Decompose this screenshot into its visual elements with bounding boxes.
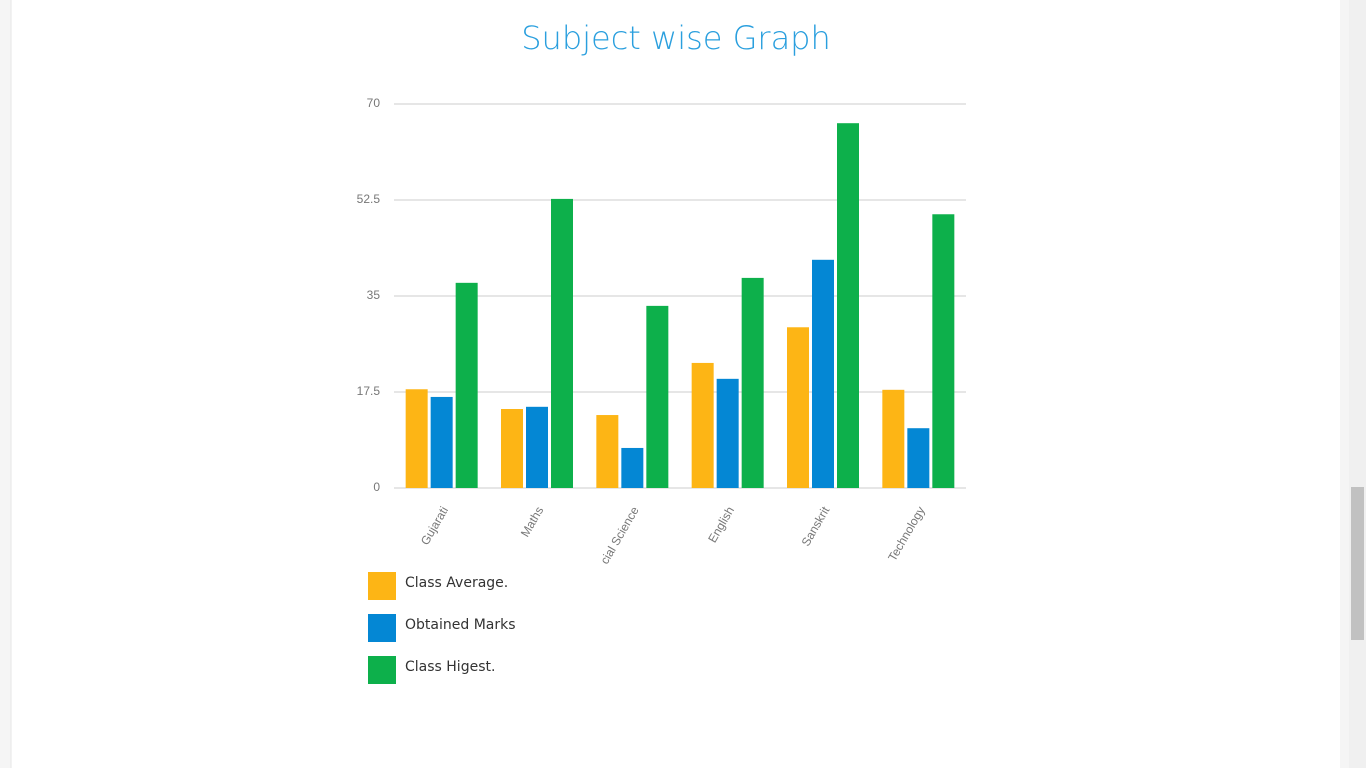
bar	[882, 389, 905, 488]
legend-swatch	[368, 614, 396, 642]
bar	[907, 428, 930, 488]
scrollbar-thumb[interactable]	[1351, 487, 1364, 640]
bar	[551, 198, 573, 488]
bar	[526, 406, 548, 488]
x-tick-label: Maths	[518, 504, 546, 539]
bar	[596, 415, 619, 488]
legend-swatch	[368, 656, 396, 684]
y-tick-label: 70	[367, 96, 381, 110]
left-gutter	[0, 0, 11, 768]
bar	[812, 259, 834, 488]
bar	[405, 389, 428, 488]
legend: Class Average. Obtained Marks Class Higest…	[368, 572, 516, 684]
bar	[716, 378, 739, 488]
x-tick-label: Technology	[885, 504, 927, 564]
right-gutter	[1340, 0, 1349, 768]
y-tick-label: 52.5	[357, 192, 381, 206]
y-tick-label: 35	[367, 288, 381, 302]
x-tick-label: Sanskrit	[799, 504, 833, 549]
bar	[455, 282, 478, 488]
legend-label: Class Higest.	[405, 659, 495, 675]
y-tick-label: 17.5	[357, 384, 381, 398]
scrollbar-track[interactable]	[1349, 0, 1366, 768]
bar	[741, 277, 764, 488]
y-tick-label: 0	[373, 480, 380, 494]
bar	[646, 305, 669, 488]
bar	[501, 409, 523, 488]
chart: 0 17.5 35 52.5 70	[357, 96, 966, 494]
bar	[430, 396, 453, 488]
legend-label: Class Average.	[405, 575, 508, 591]
x-axis-labels: Gujarati Maths cial Science English Sanskrit…	[418, 504, 928, 567]
chart-title: Subject wise Graph	[521, 19, 831, 57]
legend-label: Obtained Marks	[405, 617, 516, 633]
legend-swatch	[368, 572, 396, 600]
x-tick-label: cial Science	[598, 504, 642, 567]
x-tick-label: English	[705, 504, 737, 545]
bar	[787, 327, 809, 488]
bar	[691, 362, 714, 488]
bar	[621, 447, 644, 488]
x-tick-label: Gujarati	[418, 504, 451, 547]
bar	[932, 214, 955, 488]
bar	[837, 123, 859, 488]
